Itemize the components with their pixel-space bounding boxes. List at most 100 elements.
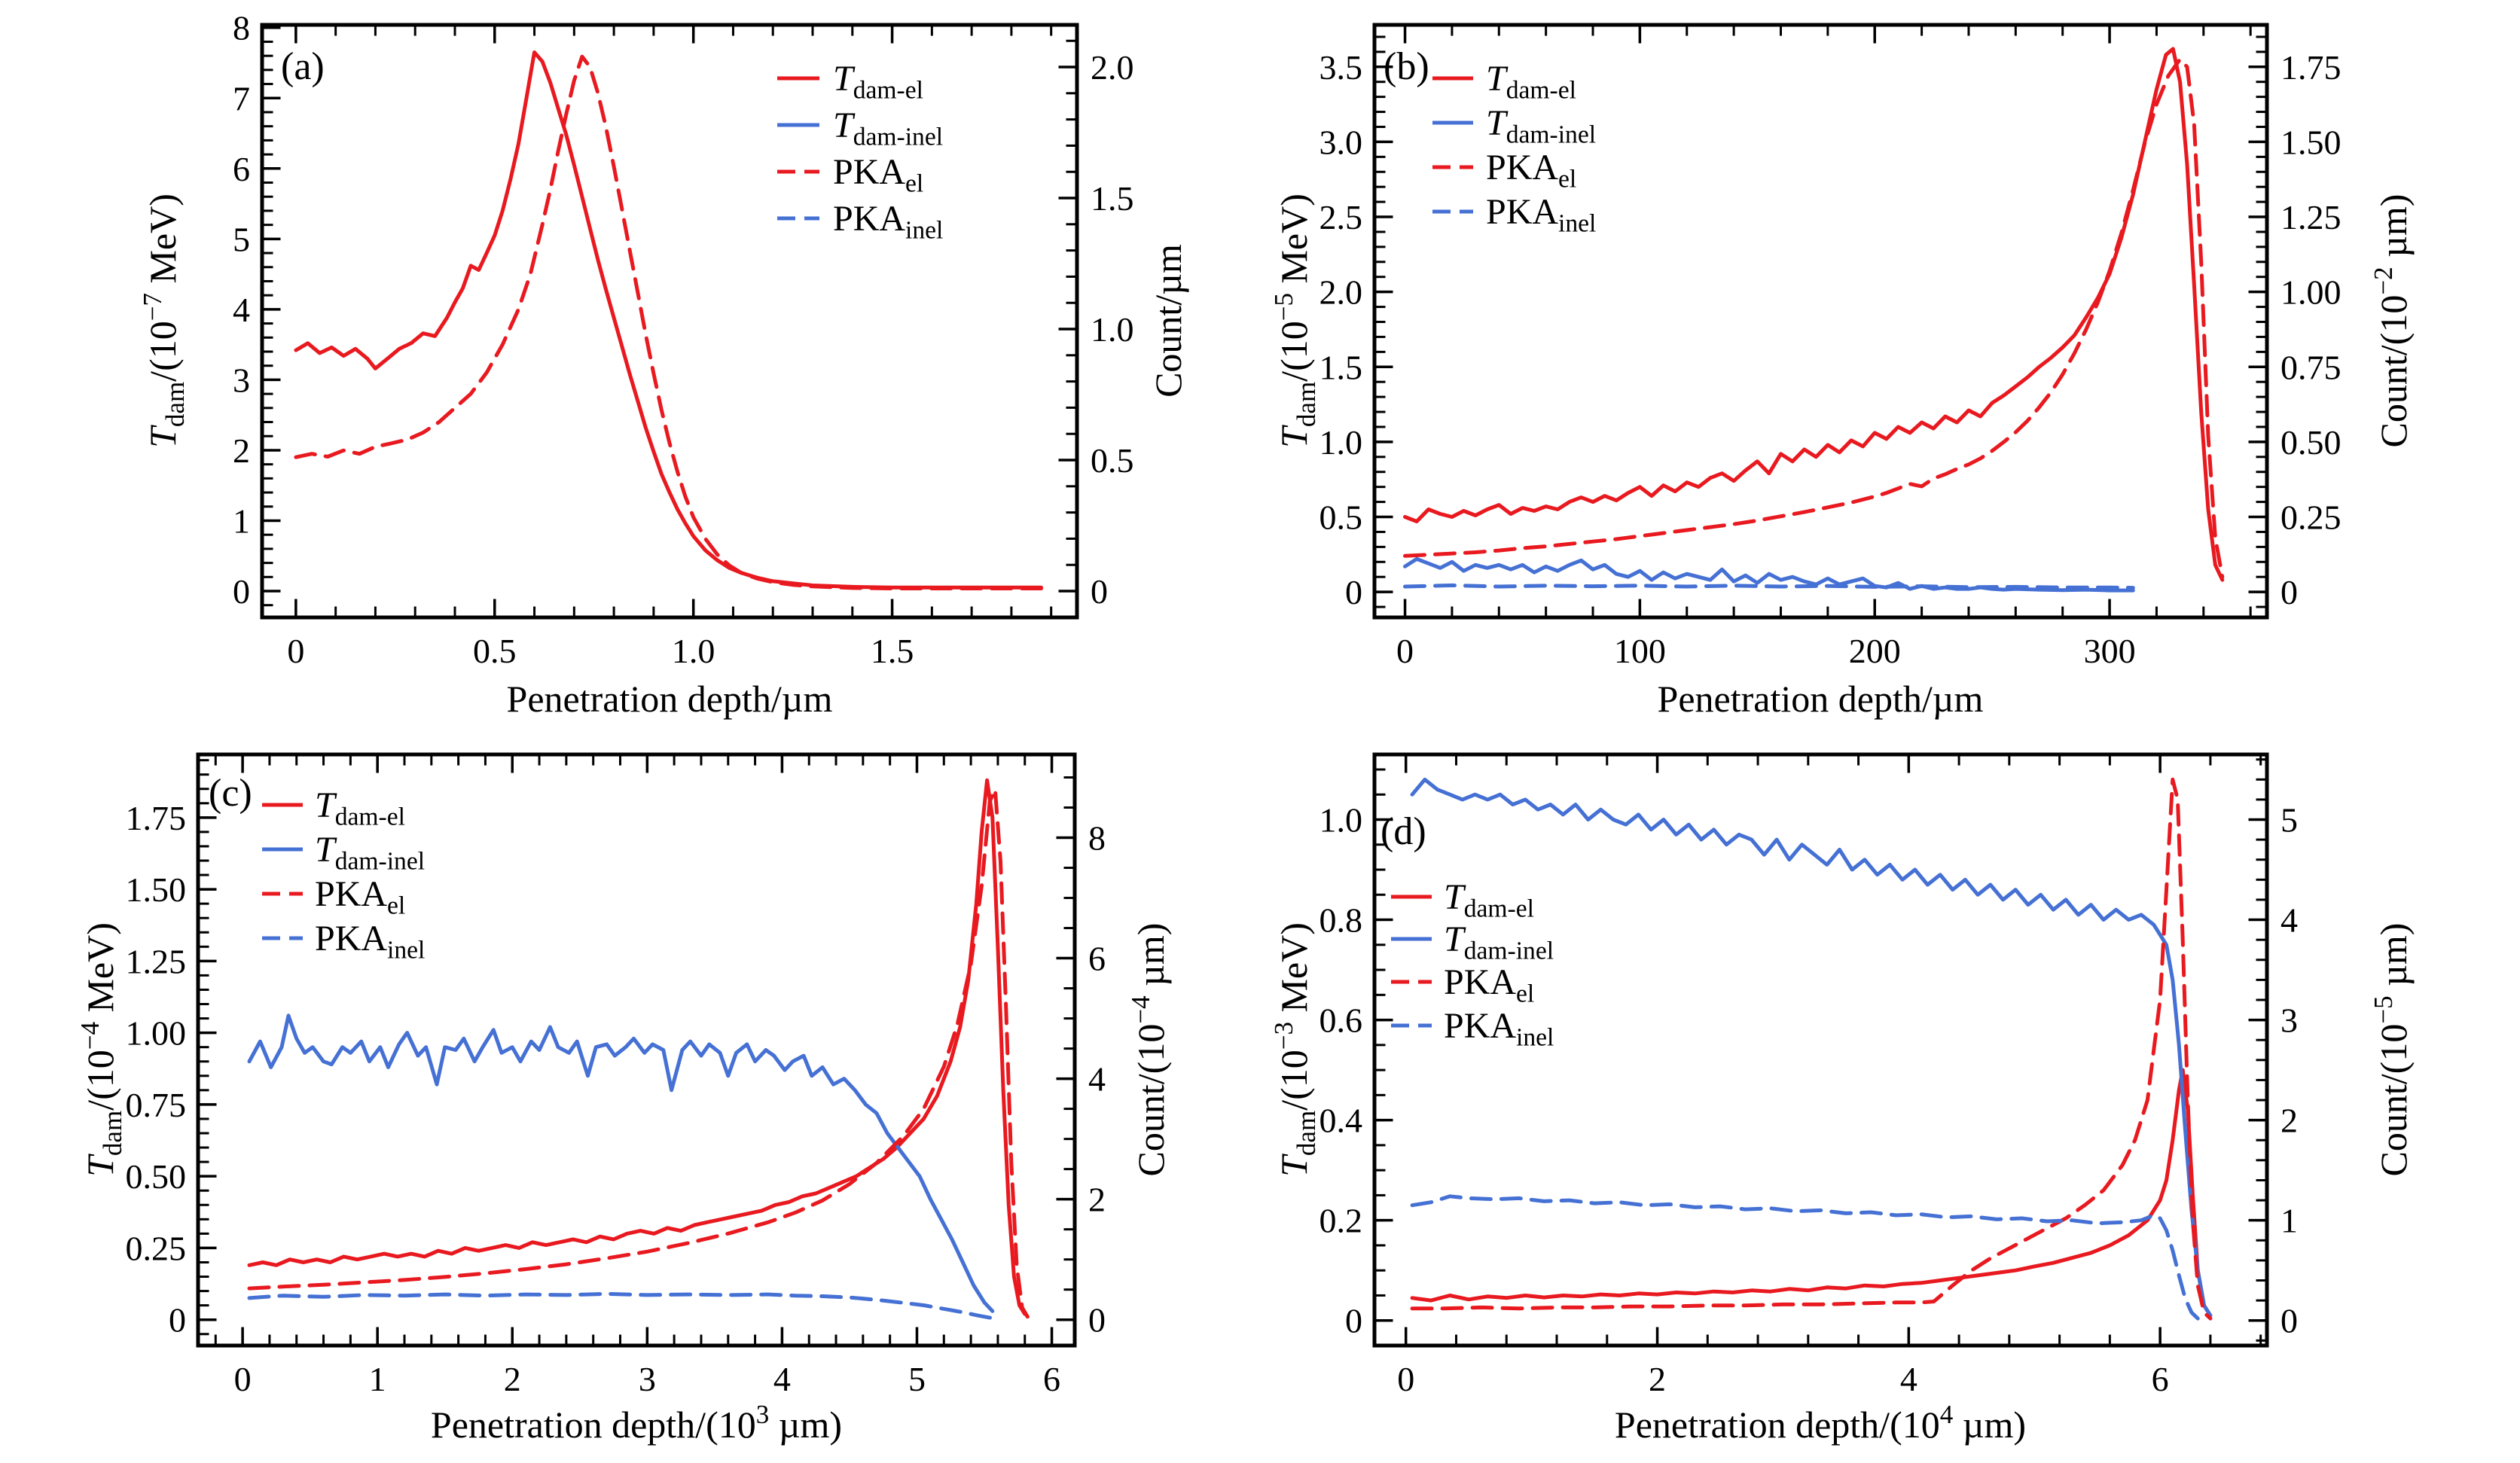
plot-frame xyxy=(196,752,1077,1348)
x-tick-label: 5 xyxy=(908,1360,926,1398)
y-right-tick-label: 0.5 xyxy=(1091,441,1134,480)
y-left-tick-label: 1.50 xyxy=(126,870,187,909)
y-left-tick-label: 8 xyxy=(233,9,250,47)
legend-label: Tdam-inel xyxy=(315,830,425,876)
y-right-tick-label: 0 xyxy=(2281,573,2298,611)
y-left-tick-label: 2.5 xyxy=(1319,198,1363,236)
tick-labels: 0 100 200 300 0 0.5 1.0 1.5 2.0 2.5 3.0 3.5 0 0.25 0.5… xyxy=(1319,48,2342,670)
panel-label: (c) xyxy=(209,772,252,815)
y-left-tick-label: 0.8 xyxy=(1319,901,1363,940)
y-left-tick-label: 1.5 xyxy=(1319,348,1363,386)
y-right-tick-label: 0.50 xyxy=(2281,423,2342,462)
y-left-tick-label: 1 xyxy=(233,501,250,540)
y-right-axis-label: Count/(10−4 µm) xyxy=(1126,923,1172,1177)
legend-label: PKAel xyxy=(315,874,405,920)
x-tick-label: 1 xyxy=(369,1360,386,1398)
legend-label: Tdam-el xyxy=(833,59,923,105)
y-right-tick-label: 8 xyxy=(1088,819,1106,858)
y-left-tick-label: 0 xyxy=(1345,1302,1362,1340)
y-right-tick-label: 1.75 xyxy=(2281,48,2342,87)
series-group xyxy=(1403,47,2225,593)
panel-c-chart: 0 1 2 3 4 5 600.250.500.751.001.251.501.750246… xyxy=(75,752,1172,1446)
series-group xyxy=(247,778,1030,1320)
legend-label: Tdam-el xyxy=(1444,877,1534,923)
y-left-tick-label: 2.0 xyxy=(1319,273,1363,312)
y-right-tick-label: 0 xyxy=(1091,572,1108,611)
axis-ticks xyxy=(264,26,1075,619)
y-left-tick-label: 7 xyxy=(233,79,250,117)
x-tick-label: 2 xyxy=(1649,1360,1666,1398)
y-left-tick-label: 0.2 xyxy=(1319,1202,1363,1240)
y-right-tick-label: 1.0 xyxy=(1091,310,1134,349)
curve-PKA-el xyxy=(1410,777,2213,1321)
legend-label: PKAel xyxy=(1486,148,1576,194)
y-left-tick-label: 3.5 xyxy=(1319,48,1363,87)
y-left-tick-label: 0.4 xyxy=(1319,1102,1363,1140)
legend-label: PKAinel xyxy=(1444,1006,1554,1052)
y-left-tick-label: 3 xyxy=(233,361,250,399)
y-left-tick-label: 0.75 xyxy=(126,1086,187,1124)
curve-T-dam-el xyxy=(1410,1068,2213,1318)
y-right-tick-label: 4 xyxy=(2281,901,2298,940)
legend-label: PKAinel xyxy=(1486,192,1596,238)
x-axis-label: Penetration depth/µm xyxy=(1658,678,1984,720)
y-right-tick-label: 1 xyxy=(2281,1202,2298,1240)
y-left-tick-label: 6 xyxy=(233,150,250,188)
panel-c: 0 1 2 3 4 5 6 0 0.25 0.50 0.75 1.00 1.25 1.50 1.75 0 2 4 6… xyxy=(0,730,1260,1459)
legend-label: Tdam-el xyxy=(1486,59,1576,105)
panel-d: 0 2 4 6 0 0.2 0.4 0.6 0.8 1.0 0 1 2 3 4 5 (d) Tdam-el Tdam… xyxy=(1260,730,2520,1459)
x-tick-label: 1.0 xyxy=(672,632,715,670)
y-left-tick-label: 1.25 xyxy=(126,942,187,980)
legend-label: PKAel xyxy=(1444,962,1534,1008)
legend-label: PKAinel xyxy=(833,199,943,245)
x-tick-label: 0 xyxy=(234,1360,252,1398)
y-left-tick-label: 0 xyxy=(1345,573,1362,611)
y-right-tick-label: 5 xyxy=(2281,800,2298,839)
curve-PKA-inel xyxy=(1410,1194,2200,1321)
x-tick-label: 0 xyxy=(287,632,304,670)
panel-d-chart: 0 2 4 600.20.40.60.81.0012345(d)Tdam-elTdam… xyxy=(1269,752,2415,1446)
y-left-axis-label: Tdam/(10−3 MeV) xyxy=(1269,922,1321,1177)
y-left-tick-label: 0.50 xyxy=(126,1157,187,1196)
y-left-tick-label: 4 xyxy=(233,291,250,329)
x-axis-label: Penetration depth/(104 µm) xyxy=(1615,1400,2026,1446)
y-left-tick-label: 5 xyxy=(233,220,250,258)
legend-label: Tdam-inel xyxy=(1444,919,1554,965)
y-right-tick-label: 4 xyxy=(1088,1060,1106,1099)
x-tick-label: 6 xyxy=(1043,1360,1060,1398)
y-left-tick-label: 3.0 xyxy=(1319,123,1363,161)
y-right-axis-label: Count/(10−2 µm) xyxy=(2369,194,2415,448)
curve-T-dam-el xyxy=(294,50,1043,590)
tick-labels: 0 0.5 1.0 1.5 0 1 2 3 4 5 6 7 8 0 0.5 1.0 1.5 2.0 xyxy=(233,9,1134,670)
y-left-tick-label: 1.0 xyxy=(1319,423,1363,462)
y-left-tick-label: 1.00 xyxy=(126,1014,187,1053)
plot-frame xyxy=(1372,23,2269,620)
panel-a-chart: 0 0.5 1.0 1.5 0 1 2 3 4 5 6 7 8 0 0.5 1.0 1.5 2.0 (a) Tdam-… xyxy=(138,9,1189,720)
legend-label: Tdam-inel xyxy=(1486,103,1596,149)
panel-label: (b) xyxy=(1384,45,1429,88)
curve-PKA-inel xyxy=(247,1291,993,1320)
y-right-tick-label: 0 xyxy=(2281,1302,2298,1340)
legend-label: PKAel xyxy=(833,152,923,198)
y-left-tick-label: 0 xyxy=(233,572,250,611)
plot-frame xyxy=(260,23,1079,620)
x-tick-label: 4 xyxy=(1900,1360,1917,1398)
series-group xyxy=(1410,777,2213,1321)
y-left-tick-label: 1.0 xyxy=(1319,800,1363,839)
panel-label: (a) xyxy=(281,45,325,88)
curve-T-dam-inel xyxy=(247,1013,995,1313)
x-tick-label: 4 xyxy=(773,1360,791,1398)
curve-PKA-el xyxy=(294,54,1043,590)
curve-T-dam-el xyxy=(247,778,1027,1316)
x-tick-label: 200 xyxy=(1849,632,1901,670)
x-axis-label: Penetration depth/(103 µm) xyxy=(431,1400,842,1446)
x-tick-label: 6 xyxy=(2152,1360,2169,1398)
curve-PKA-el xyxy=(1403,57,2225,579)
legend-label: PKAinel xyxy=(315,919,425,965)
x-axis-label: Penetration depth/µm xyxy=(507,678,833,720)
y-right-tick-label: 1.00 xyxy=(2281,273,2342,312)
